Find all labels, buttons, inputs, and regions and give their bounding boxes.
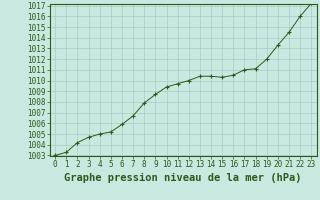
X-axis label: Graphe pression niveau de la mer (hPa): Graphe pression niveau de la mer (hPa)	[64, 173, 302, 183]
